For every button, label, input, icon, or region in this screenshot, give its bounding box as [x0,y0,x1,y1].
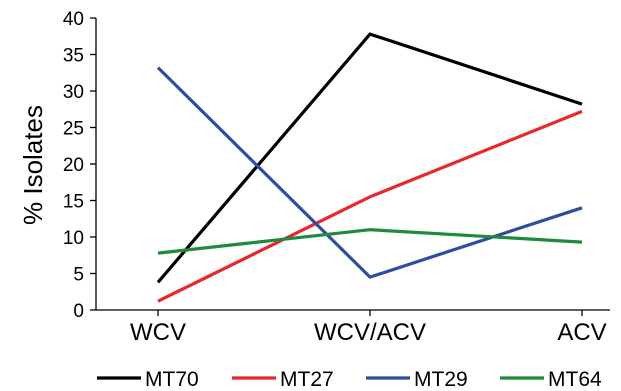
y-tick-label: 15 [63,192,84,213]
y-tick-label: 20 [63,155,84,176]
y-tick-label: 0 [73,301,84,322]
x-tick-label: ACV [557,319,606,346]
y-tick-label: 35 [63,46,84,67]
y-axis-label: % Isolates [18,105,48,225]
axes: 0 5 10 15 20 25 30 35 40 WCV WCV/ACV ACV [63,9,610,346]
legend-label-mt70: MT70 [145,368,199,391]
x-tick-label: WCV/ACV [314,319,426,346]
legend-label-mt27: MT27 [280,368,334,391]
y-tick-label: 5 [73,265,84,286]
y-tick-label: 30 [63,82,84,103]
legend: MT70 MT27 MT29 MT64 [97,368,602,391]
series-lines [156,32,583,303]
legend-label-mt64: MT64 [548,368,602,391]
y-tick-label: 25 [63,119,84,140]
x-tick-label: WCV [130,319,186,346]
y-tick-label: 40 [63,9,84,30]
legend-label-mt29: MT29 [414,368,468,391]
series-line-mt70 [156,32,583,284]
series-line-mt29 [156,66,583,279]
y-tick-label: 10 [63,228,84,249]
series-line-mt27 [157,109,583,303]
series-line-mt64 [157,228,583,255]
